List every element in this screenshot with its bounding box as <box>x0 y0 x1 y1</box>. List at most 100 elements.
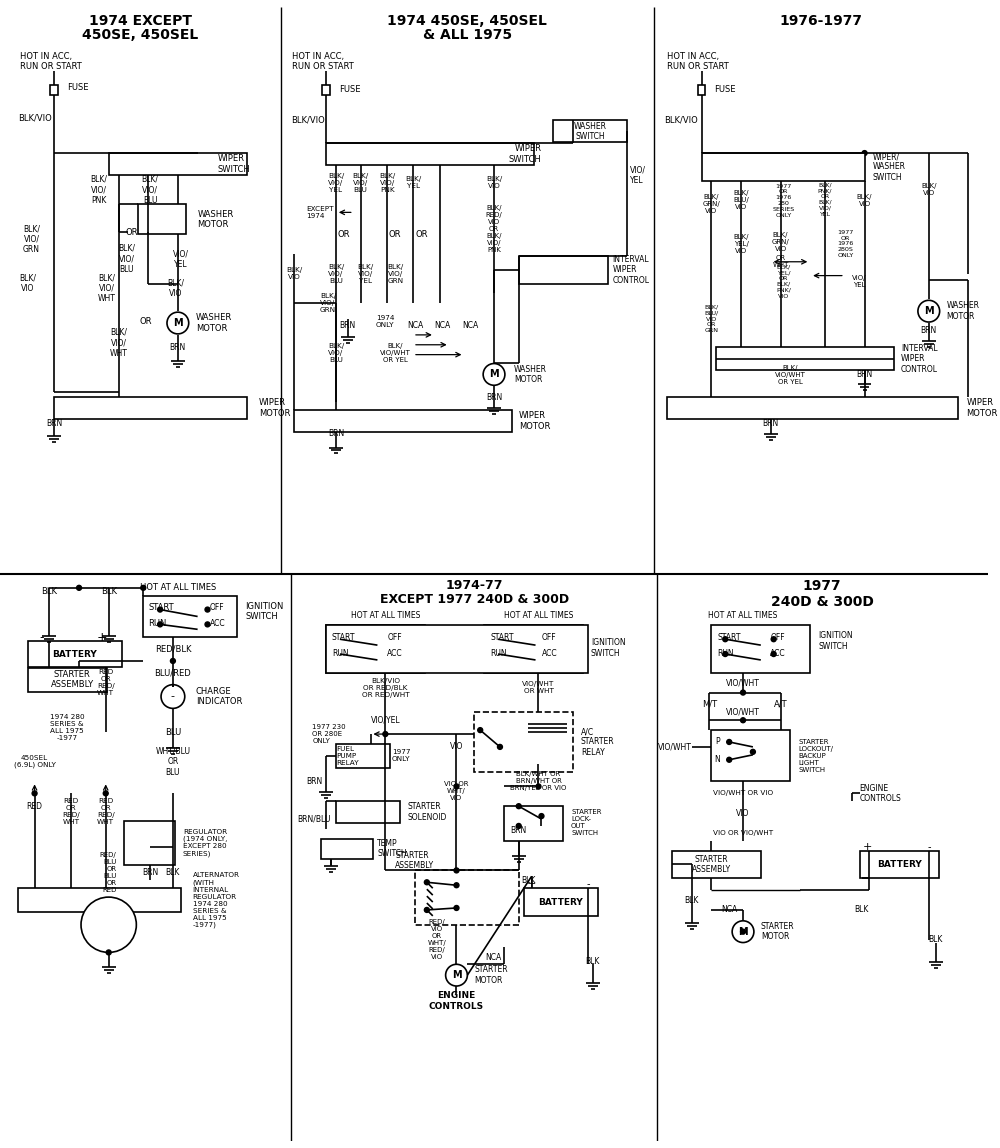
Text: 1974
ONLY: 1974 ONLY <box>376 315 395 327</box>
Text: CHARGE
INDICATOR: CHARGE INDICATOR <box>196 687 242 706</box>
Circle shape <box>723 652 728 657</box>
Text: -: - <box>586 879 590 890</box>
Text: STARTER
SOLENOID: STARTER SOLENOID <box>407 802 446 822</box>
Text: -: - <box>171 691 175 701</box>
Text: OFF: OFF <box>770 633 785 642</box>
Text: BLK/VIO: BLK/VIO <box>291 116 325 125</box>
Circle shape <box>496 652 500 657</box>
Circle shape <box>741 929 745 934</box>
Bar <box>415 870 519 925</box>
Bar <box>18 889 181 912</box>
Text: BLK/
VIO/WHT
OR YEL: BLK/ VIO/WHT OR YEL <box>380 342 411 363</box>
Text: NCA: NCA <box>407 320 423 329</box>
Circle shape <box>454 784 459 789</box>
Circle shape <box>337 637 342 642</box>
Circle shape <box>424 907 429 913</box>
Text: RED
OR
RED/
WHT: RED OR RED/ WHT <box>97 798 115 824</box>
Text: FUSE: FUSE <box>714 85 736 94</box>
Text: RUN OR START: RUN OR START <box>20 62 82 71</box>
Text: M: M <box>924 307 934 316</box>
Text: BLK/
VIO: BLK/ VIO <box>286 267 303 280</box>
Text: BLK/
VIO/
BLU: BLK/ VIO/ BLU <box>328 342 344 363</box>
Text: BLK/
GRN/
VIO: BLK/ GRN/ VIO <box>703 194 720 215</box>
Text: BLK/
YEL: BLK/ YEL <box>405 177 421 189</box>
Text: BLK/
VIO/
PNK: BLK/ VIO/ PNK <box>90 174 107 204</box>
Text: RUN OR START: RUN OR START <box>292 62 354 71</box>
Text: WHT/BLU
OR
BLU: WHT/BLU OR BLU <box>155 747 190 777</box>
Circle shape <box>771 652 776 657</box>
Bar <box>143 596 237 637</box>
Bar <box>860 851 939 878</box>
Text: RUN: RUN <box>148 619 167 628</box>
Text: 1974 EXCEPT: 1974 EXCEPT <box>89 14 192 28</box>
Text: BLK/
VIO/
BLU: BLK/ VIO/ BLU <box>328 264 344 284</box>
Circle shape <box>516 804 521 808</box>
Text: OR: OR <box>416 230 428 239</box>
Text: ALTERNATOR
(WITH
INTERNAL
REGULATOR
1974 280
SERIES &
ALL 1975
-1977): ALTERNATOR (WITH INTERNAL REGULATOR 1974… <box>193 872 240 928</box>
Text: BLK/
VIO/
WHT: BLK/ VIO/ WHT <box>98 273 116 303</box>
Text: HOT IN ACC,: HOT IN ACC, <box>292 52 345 61</box>
Text: OR: OR <box>389 230 401 239</box>
Text: M: M <box>738 926 748 937</box>
Text: 1974 450SE, 450SEL: 1974 450SE, 450SEL <box>387 14 547 28</box>
Circle shape <box>106 949 111 955</box>
Text: 1976-1977: 1976-1977 <box>780 14 863 28</box>
Circle shape <box>454 868 459 872</box>
Text: VIO/WHT: VIO/WHT <box>726 708 760 716</box>
Circle shape <box>387 652 392 657</box>
Circle shape <box>167 312 189 334</box>
Text: 1977
ONLY: 1977 ONLY <box>392 750 410 762</box>
Text: BLK: BLK <box>684 895 699 905</box>
Text: EXCEPT 1977 240D & 300D: EXCEPT 1977 240D & 300D <box>380 594 569 606</box>
Text: BLK/
PNK/
OR
BLK/
VIO/
YEL: BLK/ PNK/ OR BLK/ VIO/ YEL <box>818 183 832 217</box>
Bar <box>326 144 534 165</box>
Text: BRN: BRN <box>46 419 62 428</box>
Text: BLK/
VIO/
YEL: BLK/ VIO/ YEL <box>328 172 344 193</box>
Circle shape <box>161 684 185 708</box>
Text: STARTER
ASSEMBLY: STARTER ASSEMBLY <box>692 855 731 874</box>
Text: VIO OR VIO/WHT: VIO OR VIO/WHT <box>713 830 773 836</box>
Text: START: START <box>490 633 514 642</box>
Text: BRN: BRN <box>921 326 937 335</box>
Bar <box>50 85 58 95</box>
Text: STARTER
MOTOR: STARTER MOTOR <box>474 965 508 985</box>
Text: RED/
BLU
OR
BLU
OR
RED: RED/ BLU OR BLU OR RED <box>100 852 117 893</box>
Text: WIPER/
WASHER
SWITCH: WIPER/ WASHER SWITCH <box>872 152 905 181</box>
Bar <box>553 121 627 142</box>
Text: BRN: BRN <box>511 827 527 836</box>
Circle shape <box>387 637 392 642</box>
Text: M: M <box>173 318 183 328</box>
Text: BLK/
VIO/
WHT: BLK/ VIO/ WHT <box>110 328 128 358</box>
Circle shape <box>103 791 108 796</box>
Text: BLK/VIO: BLK/VIO <box>18 113 52 122</box>
Circle shape <box>424 879 429 885</box>
Text: RUN OR START: RUN OR START <box>667 62 729 71</box>
Bar <box>336 801 400 823</box>
Text: 240D & 300D: 240D & 300D <box>771 595 874 608</box>
Circle shape <box>141 585 146 590</box>
Text: M/T: M/T <box>702 700 717 709</box>
Text: BLU: BLU <box>165 728 181 737</box>
Text: TEMP
SWITCH: TEMP SWITCH <box>377 839 407 859</box>
Bar <box>109 153 247 174</box>
Circle shape <box>158 622 163 627</box>
Circle shape <box>478 728 483 732</box>
Text: BRN: BRN <box>170 343 186 352</box>
Text: BLK: BLK <box>929 936 943 944</box>
Circle shape <box>454 906 459 910</box>
Text: BRN/BLU: BRN/BLU <box>298 815 331 823</box>
Bar <box>336 744 390 768</box>
Text: BRN: BRN <box>340 320 356 329</box>
Text: BLK/
VIO/
GRN: BLK/ VIO/ GRN <box>320 293 336 313</box>
Text: BRN: BRN <box>486 393 502 402</box>
Text: BLK/
YEL/
VIO: BLK/ YEL/ VIO <box>733 234 749 254</box>
Text: STARTER
ASSEMBLY: STARTER ASSEMBLY <box>51 670 94 690</box>
Text: A/C
STARTER
RELAY: A/C STARTER RELAY <box>581 727 615 757</box>
Bar <box>667 397 958 419</box>
Text: RED: RED <box>27 801 43 810</box>
Text: RED
OR
RED/
WHT: RED OR RED/ WHT <box>62 798 80 824</box>
Text: INTERVAL
WIPER
CONTROL: INTERVAL WIPER CONTROL <box>613 255 650 285</box>
Text: WIPER
SWITCH: WIPER SWITCH <box>509 145 541 164</box>
Text: IGNITION
SWITCH: IGNITION SWITCH <box>818 631 853 651</box>
Text: STARTER
ASSEMBLY: STARTER ASSEMBLY <box>395 851 434 870</box>
